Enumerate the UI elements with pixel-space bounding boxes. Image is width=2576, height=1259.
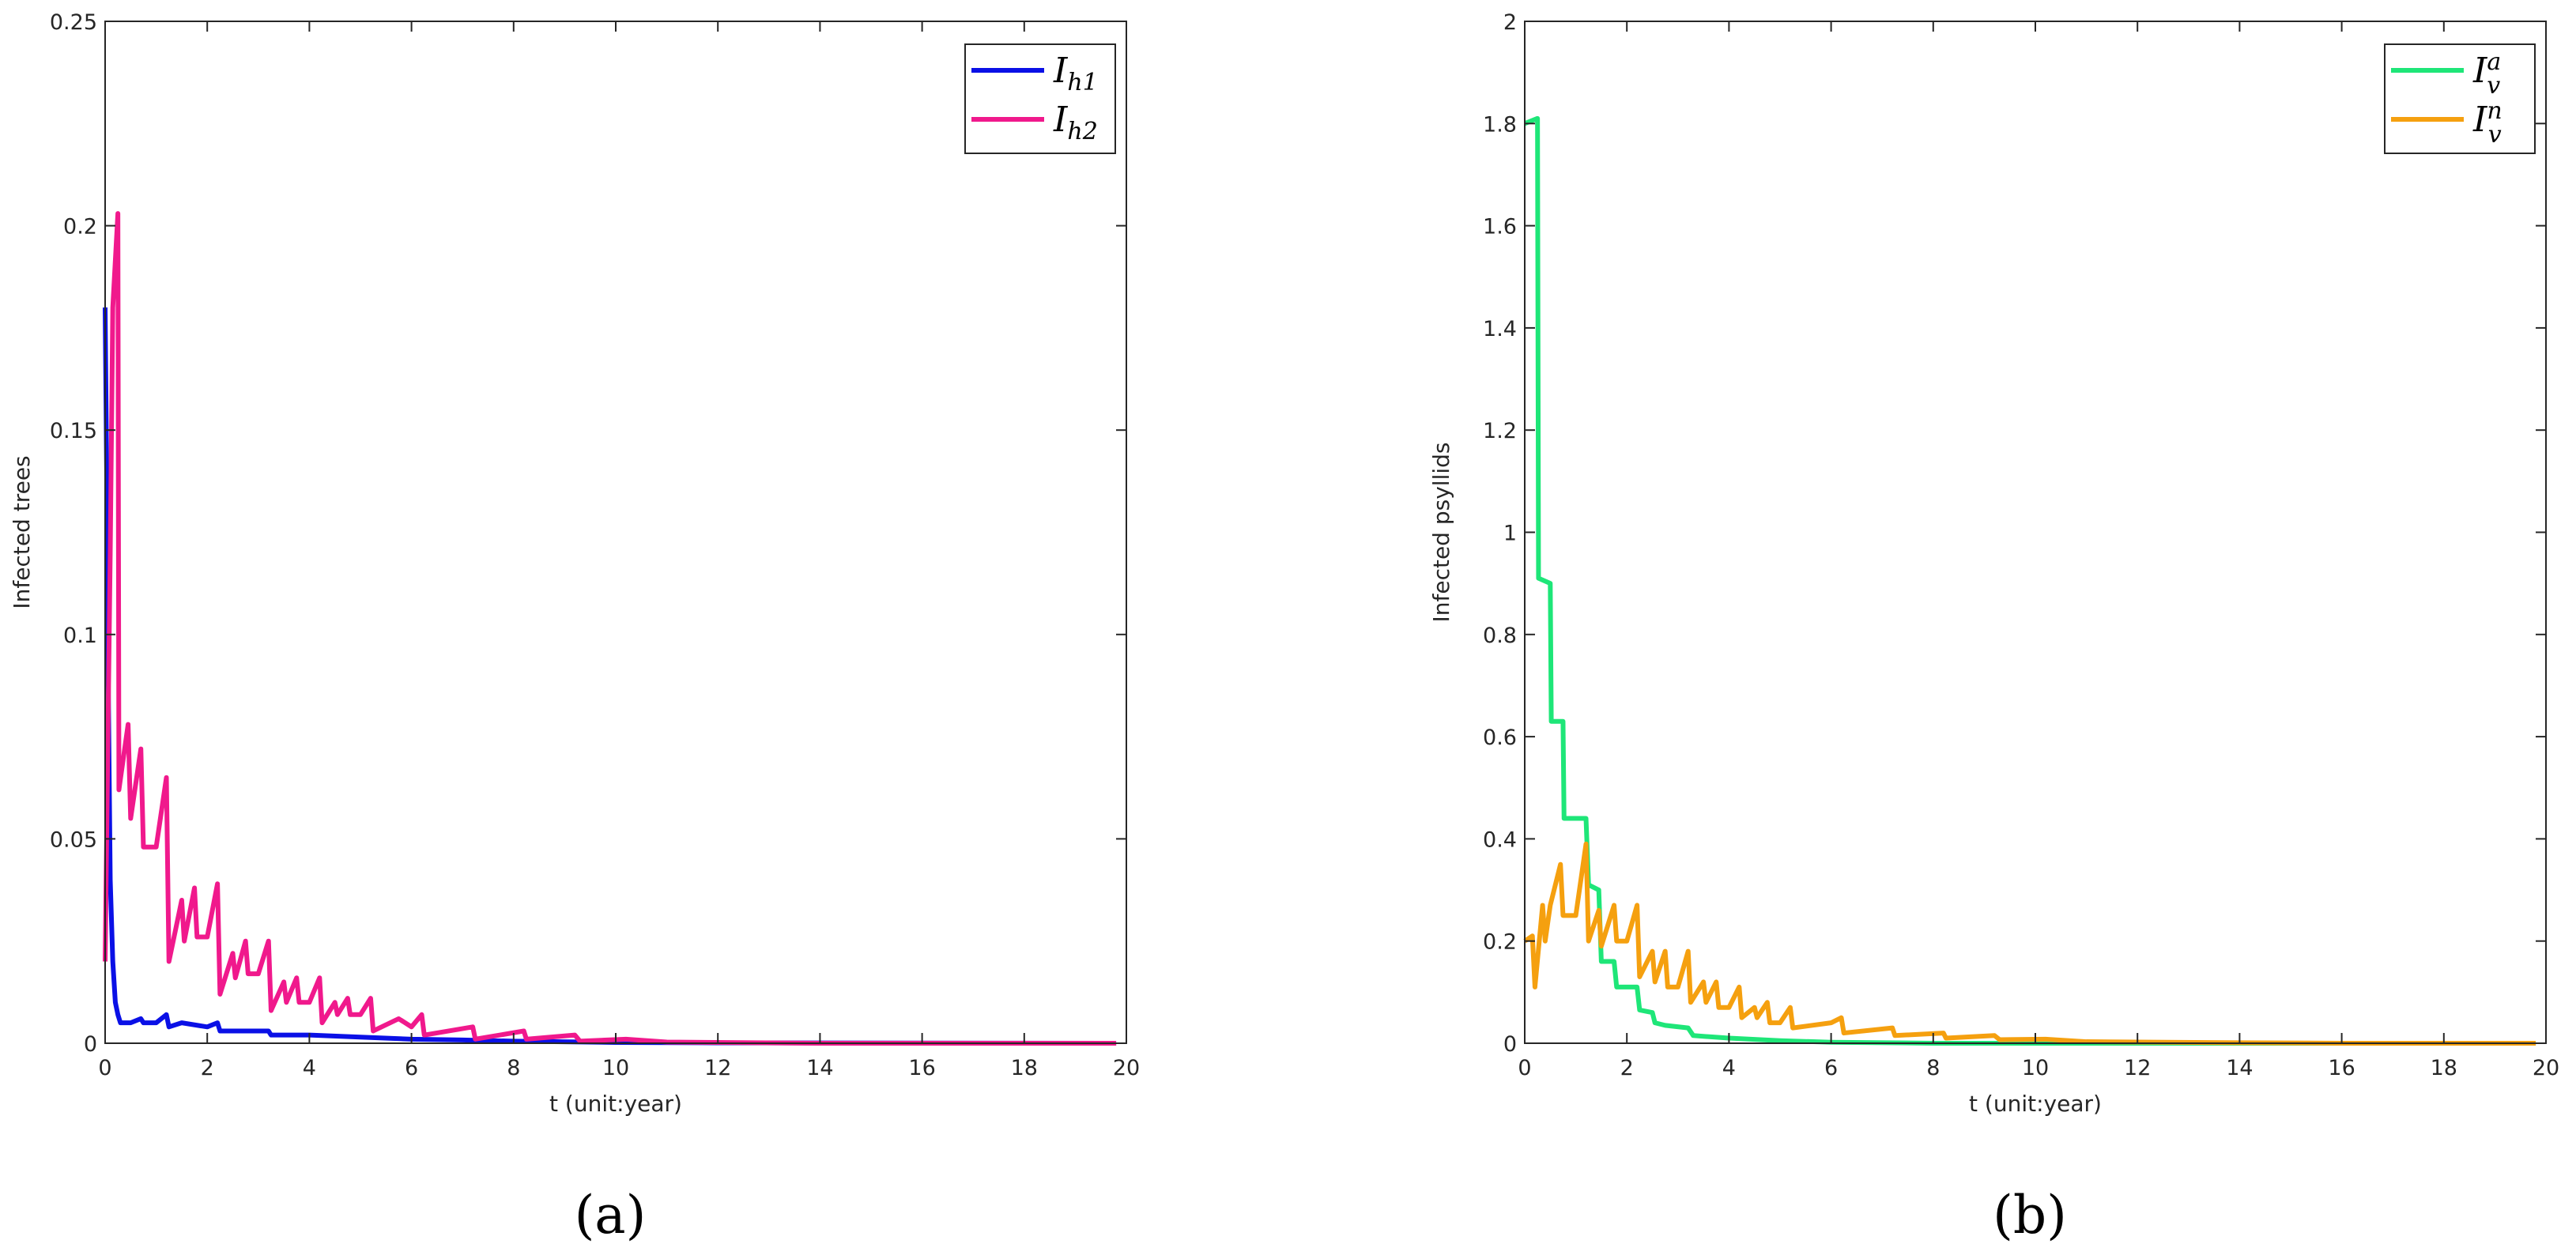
chart-panel: 0 2 4 6 8 10 12 14 16 18 20 0 0.05 0.1 0.15 0.2 0.25 t (u… [9,10,1140,1246]
legend-label: Ih1 [1053,51,1098,96]
legend-label: Ia v [2472,48,2501,100]
x-tick-label: 12 [2124,1056,2151,1080]
y-tick-label: 0.05 [50,827,97,852]
x-tick-label: 12 [704,1056,731,1080]
axes-box [1524,21,2547,1044]
x-tick-label: 20 [2533,1056,2559,1080]
y-tick-label: 1.8 [1483,112,1517,137]
data-line [1523,115,2536,1046]
chart-panel: 0 2 4 6 8 10 12 14 16 18 20 0 0.2 0.4 0.6 0.8 1 1.2 1.4 1.6… [1428,10,2559,1246]
data-line [103,307,1117,1046]
panel-label: (a) [575,1185,647,1246]
y-tick-label: 0.15 [50,419,97,443]
x-tick-label: 0 [98,1056,111,1080]
y-tick-label: 0.2 [63,215,97,239]
legend-name: I [2472,100,2488,140]
legend-subscript: h2 [1067,118,1097,145]
y-tick-label: 1.6 [1483,215,1517,239]
legend-box [964,43,1116,154]
x-tick-label: 20 [1113,1056,1140,1080]
y-tick-label: 1.4 [1483,317,1517,341]
y-tick-label: 1.2 [1483,419,1517,443]
y-tick-label: 0 [1503,1032,1517,1057]
x-tick-label: 2 [1620,1056,1634,1080]
legend-label: In v [2472,97,2502,149]
y-tick-label: 0.6 [1483,726,1517,750]
y-tick-label: 0.8 [1483,624,1517,648]
data-line [103,211,1117,1046]
y-axis-label: Infected trees [9,455,35,609]
x-tick-label: 16 [2328,1056,2355,1080]
x-axis-label: t (unit:year) [549,1091,682,1117]
data-line [1523,841,2536,1046]
legend-superscript: n [2487,97,2502,125]
legend-superscript: a [2487,48,2501,76]
legend-name: I [1053,51,1069,91]
x-tick-label: 10 [2022,1056,2049,1080]
legend-subscript: h1 [1067,69,1097,96]
x-tick-label: 18 [1011,1056,1038,1080]
x-tick-label: 10 [602,1056,629,1080]
x-tick-label: 6 [405,1056,418,1080]
x-axis-label: t (unit:year) [1969,1091,2102,1117]
x-tick-label: 4 [303,1056,316,1080]
x-tick-label: 18 [2431,1056,2457,1080]
x-tick-label: 8 [507,1056,520,1080]
y-tick-label: 0.1 [63,624,97,648]
x-tick-label: 6 [1824,1056,1838,1080]
x-tick-label: 14 [2226,1056,2253,1080]
legend-name: I [2472,51,2488,91]
x-tick-label: 14 [806,1056,833,1080]
y-tick-label: 0.2 [1483,930,1517,955]
legend-subscript: v [2487,72,2500,100]
y-tick-label: 2 [1503,10,1517,35]
x-tick-label: 4 [1722,1056,1736,1080]
y-axis-label: Infected psyllids [1428,443,1454,623]
y-tick-label: 0.4 [1483,827,1517,852]
y-tick-label: 0 [84,1032,97,1057]
legend-subscript: v [2488,121,2502,149]
x-tick-label: 16 [908,1056,935,1080]
legend-label: Ih2 [1053,100,1098,145]
y-tick-label: 0.25 [50,10,97,35]
y-tick-label: 1 [1503,522,1517,546]
panel-label: (b) [1993,1185,2067,1246]
x-tick-label: 8 [1926,1056,1940,1080]
x-tick-label: 0 [1518,1056,1531,1080]
legend-name: I [1053,100,1069,140]
x-tick-label: 2 [201,1056,214,1080]
axes-box [104,21,1127,1044]
legend-box [2384,43,2536,154]
